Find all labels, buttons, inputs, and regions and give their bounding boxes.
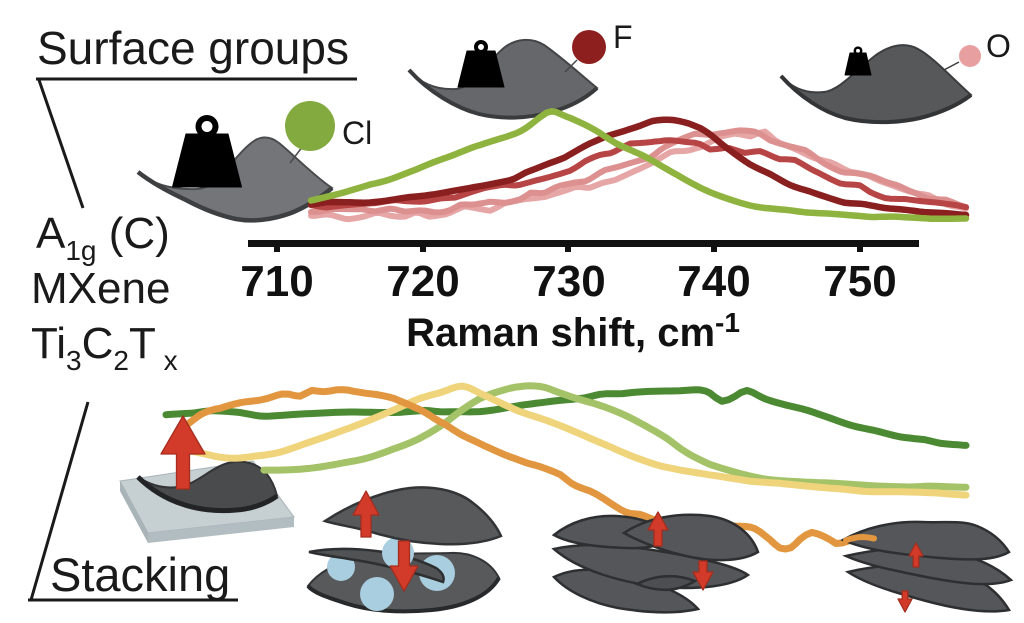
- svg-text:Cl: Cl: [342, 115, 372, 151]
- svg-text:Raman shift, cm-1: Raman shift, cm-1: [406, 307, 740, 355]
- svg-text:720: 720: [386, 257, 459, 306]
- svg-text:Ti3C2T x: Ti3C2T x: [31, 319, 178, 376]
- svg-text:Surface groups: Surface groups: [37, 22, 349, 74]
- svg-text:730: 730: [532, 257, 605, 306]
- svg-text:O: O: [986, 28, 1011, 64]
- svg-text:750: 750: [823, 257, 896, 306]
- svg-text:710: 710: [240, 257, 313, 306]
- svg-text:740: 740: [677, 257, 750, 306]
- svg-text:A1g (C): A1g (C): [36, 209, 170, 266]
- svg-text:MXene: MXene: [31, 264, 170, 313]
- svg-text:F: F: [613, 19, 633, 55]
- svg-text:Stacking: Stacking: [50, 548, 230, 601]
